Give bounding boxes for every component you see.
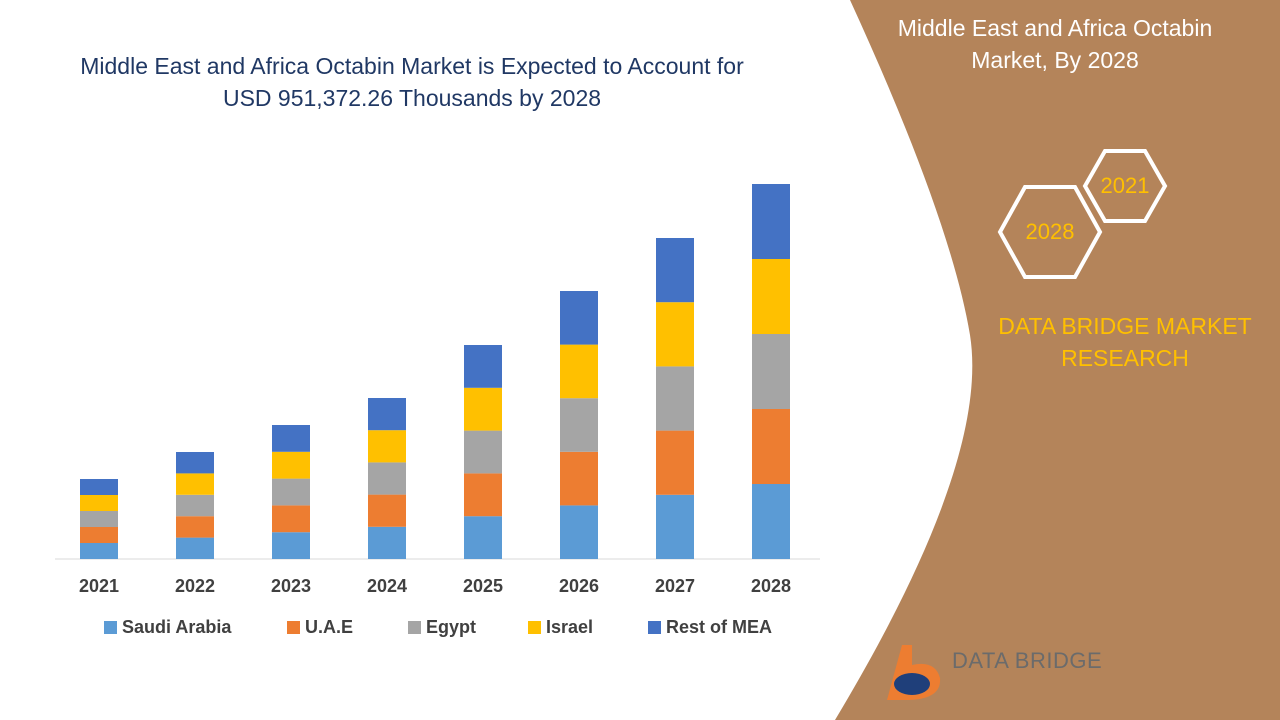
panel-title: Middle East and Africa Octabin Market, B… <box>897 15 1213 73</box>
side-panel <box>835 0 1280 720</box>
brand-text: DATA BRIDGE MARKET RESEARCH <box>998 313 1252 371</box>
bar-segment <box>752 409 790 484</box>
x-tick-label: 2028 <box>751 576 791 596</box>
bar-segment <box>272 451 310 479</box>
bar-segment <box>176 516 214 538</box>
bar-segment <box>656 238 694 303</box>
bar-segment <box>464 387 502 431</box>
bar-segment <box>272 478 310 506</box>
bar-segment <box>464 345 502 388</box>
bar-segment <box>560 291 598 345</box>
bar-segment <box>272 505 310 533</box>
bar-segment <box>176 473 214 495</box>
bar-segment <box>656 430 694 495</box>
bar-segment <box>80 495 118 511</box>
legend-label: Israel <box>546 617 593 637</box>
x-tick-label: 2026 <box>559 576 599 596</box>
bar-segment <box>560 344 598 399</box>
x-tick-label: 2025 <box>463 576 503 596</box>
legend-label: Rest of MEA <box>666 617 772 637</box>
bar-segment <box>464 473 502 517</box>
bar-segment <box>368 398 406 431</box>
legend-label: Saudi Arabia <box>122 617 232 637</box>
bar-segment <box>368 462 406 495</box>
bar-segment <box>272 425 310 452</box>
bar-segment <box>464 516 502 559</box>
bar-segment <box>752 484 790 559</box>
hexagon <box>997 185 1103 279</box>
legend-swatch <box>528 621 541 634</box>
legend-swatch <box>104 621 117 634</box>
logo-icon <box>894 673 930 695</box>
bar-segment <box>752 259 790 334</box>
bar-segment <box>656 302 694 367</box>
bar-segment <box>752 184 790 259</box>
chart-title: Middle East and Africa Octabin Market is… <box>80 53 744 111</box>
bar-segment <box>272 532 310 559</box>
x-tick-label: 2027 <box>655 576 695 596</box>
logo-text: DATA BRIDGE <box>952 648 1103 673</box>
hexagon <box>1082 149 1168 223</box>
x-tick-label: 2021 <box>79 576 119 596</box>
bar-segment <box>80 527 118 543</box>
bar-segment <box>176 537 214 559</box>
x-tick-label: 2023 <box>271 576 311 596</box>
bar-segment <box>368 526 406 559</box>
x-tick-label: 2024 <box>367 576 407 596</box>
bar-segment <box>80 511 118 527</box>
bar-segment <box>752 334 790 409</box>
bar-segment <box>176 452 214 474</box>
legend-label: U.A.E <box>305 617 353 637</box>
bar-segment <box>176 494 214 517</box>
bar-segment <box>560 451 598 506</box>
hex-label: 2021 <box>1101 173 1150 198</box>
legend-swatch <box>408 621 421 634</box>
legend-swatch <box>287 621 300 634</box>
bar-segment <box>80 543 118 559</box>
hex-label: 2028 <box>1026 219 1075 244</box>
x-tick-label: 2022 <box>175 576 215 596</box>
bar-segment <box>560 505 598 559</box>
bar-segment <box>368 430 406 463</box>
bar-segment <box>368 494 406 527</box>
legend-label: Egypt <box>426 617 476 637</box>
bar-segment <box>80 479 118 495</box>
bar-segment <box>464 430 502 474</box>
legend-swatch <box>648 621 661 634</box>
bar-segment <box>560 398 598 452</box>
bar-segment <box>656 494 694 559</box>
bar-segment <box>656 366 694 431</box>
